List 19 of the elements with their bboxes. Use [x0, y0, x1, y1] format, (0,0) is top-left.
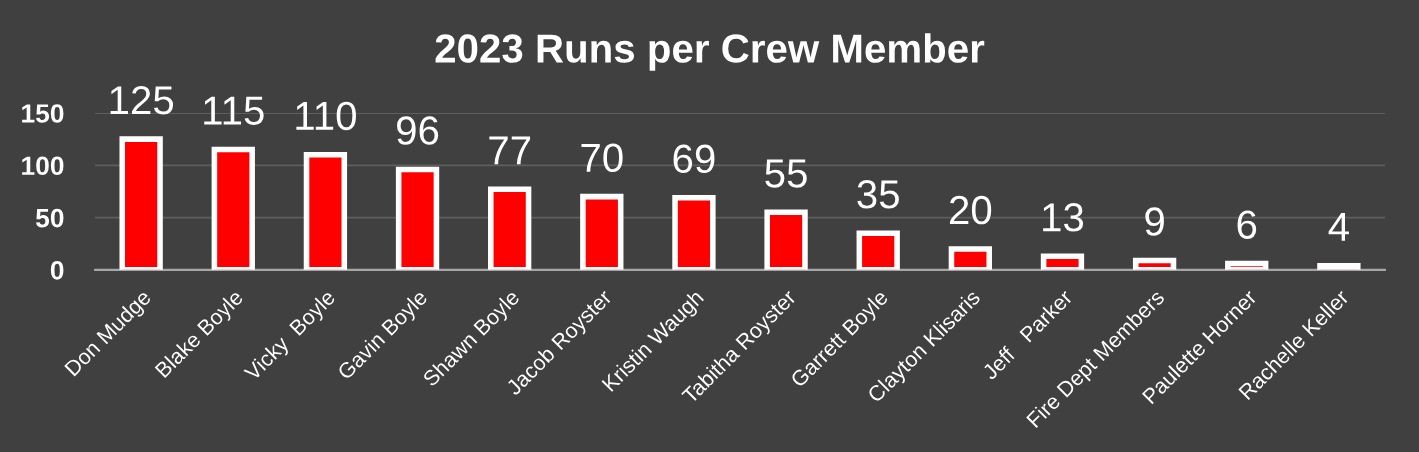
data-label: 96: [397, 116, 439, 145]
y-tick-label: 0: [50, 260, 64, 280]
data-label: 4: [1328, 212, 1349, 241]
y-tick-label: 50: [35, 208, 64, 228]
data-label: 70: [581, 143, 623, 173]
data-label: 125: [110, 85, 174, 115]
y-tick-label: 150: [22, 104, 64, 123]
data-label: 6: [1237, 210, 1257, 239]
data-label: 13: [1043, 203, 1084, 232]
chart-title: 2023 Runs per Crew Member: [435, 33, 985, 71]
data-label: 115: [204, 96, 264, 125]
y-tick-label: 100: [22, 156, 64, 176]
data-label: 69: [673, 144, 715, 174]
data-label: 35: [857, 180, 899, 209]
data-label: 77: [489, 136, 531, 165]
data-label: 110: [296, 101, 356, 131]
data-label: 9: [1145, 207, 1164, 236]
data-label: 55: [765, 159, 807, 188]
data-label: 20: [949, 195, 992, 225]
